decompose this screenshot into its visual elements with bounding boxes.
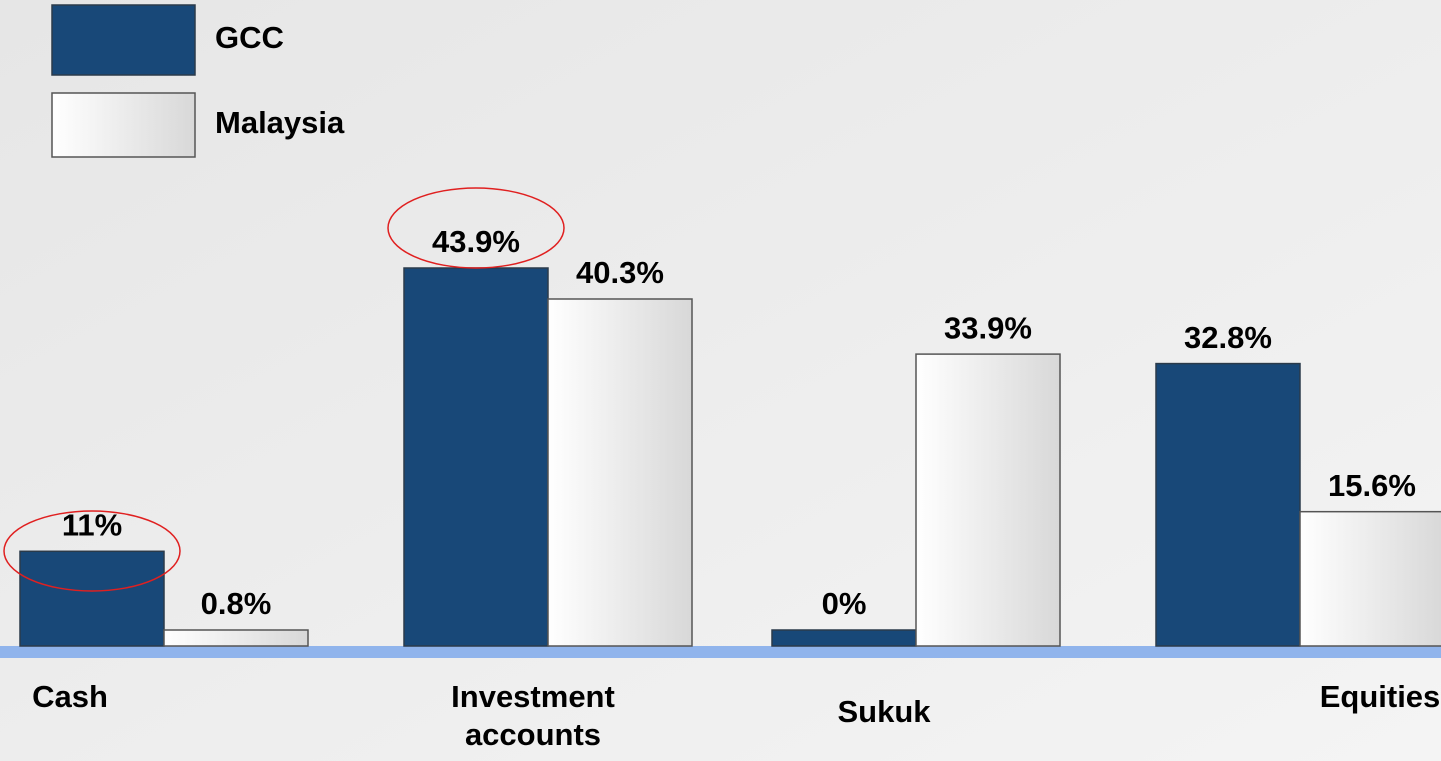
bar (771, 629, 917, 647)
value-label: 0% (822, 586, 867, 621)
value-label: 32.8% (1184, 320, 1272, 355)
x-tick-label: Sukuk (837, 694, 931, 729)
highlight-ellipse (3, 510, 181, 592)
bar (403, 267, 549, 647)
bar (163, 629, 309, 647)
value-label: 33.9% (944, 310, 1032, 345)
bar (915, 353, 1061, 647)
legend-swatch (51, 4, 196, 76)
bar (547, 298, 693, 647)
legend-label: GCC (215, 20, 284, 55)
bar (19, 550, 165, 647)
value-label: 43.9% (432, 224, 520, 259)
x-tick-label: Investment accounts (451, 679, 615, 752)
highlight-ellipse (387, 187, 565, 269)
axis-line (0, 646, 1441, 658)
legend-swatch (51, 92, 196, 158)
x-tick-label: Equities (1319, 679, 1441, 714)
legend-label: Malaysia (215, 105, 345, 140)
value-label: 11% (62, 507, 122, 542)
value-label: 0.8% (201, 586, 272, 621)
bar (1299, 510, 1441, 647)
bar (1155, 362, 1301, 647)
value-label: 15.6% (1328, 468, 1416, 503)
x-tick-label: Cash (32, 679, 108, 714)
value-label: 40.3% (576, 255, 664, 290)
